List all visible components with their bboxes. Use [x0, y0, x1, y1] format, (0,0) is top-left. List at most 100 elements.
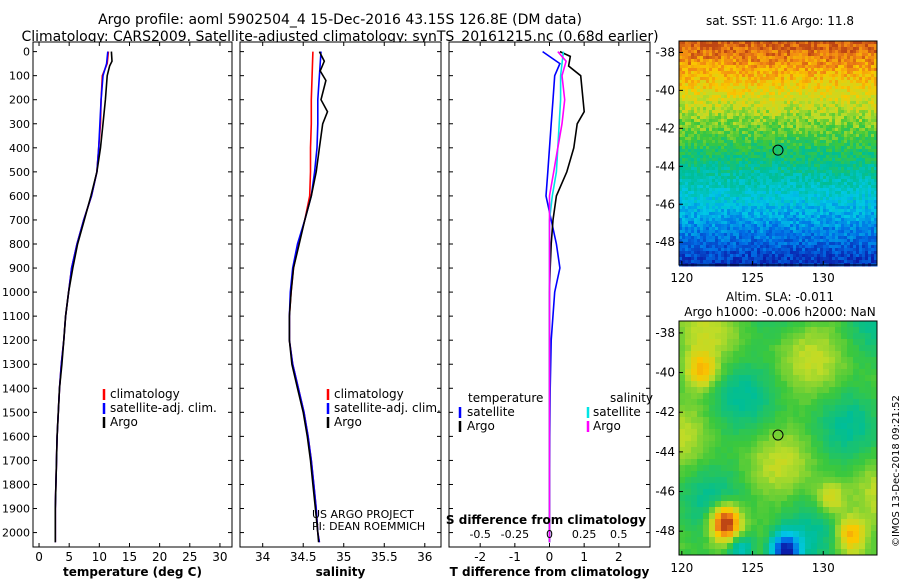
map-cell: [733, 245, 737, 249]
map-cell: [748, 245, 752, 249]
map-cell: [745, 230, 749, 234]
map-cell: [688, 41, 692, 45]
map-cell: [814, 143, 818, 147]
map-cell: [817, 230, 821, 234]
map-cell: [766, 140, 770, 144]
map-cell: [832, 224, 836, 228]
map-cell: [760, 182, 764, 186]
map-cell: [778, 206, 782, 210]
map-cell: [826, 80, 830, 84]
map-cell: [871, 191, 875, 195]
map-cell: [709, 203, 713, 207]
map-cell: [739, 179, 743, 183]
map-cell: [745, 176, 749, 180]
map-cell: [808, 176, 812, 180]
map-cell: [697, 110, 701, 114]
map-cell: [748, 218, 752, 222]
map-cell: [802, 230, 806, 234]
map-cell: [790, 167, 794, 171]
map-cell: [757, 254, 761, 258]
map-cell: [874, 65, 878, 69]
map-cell: [787, 95, 791, 99]
map-cell: [823, 110, 827, 114]
map-cell: [778, 242, 782, 246]
map-cell: [763, 188, 767, 192]
map-cell: [841, 137, 845, 141]
map-cell: [679, 53, 683, 57]
map-cell: [844, 137, 848, 141]
map-cell: [709, 128, 713, 132]
map-cell: [874, 248, 878, 252]
map-cell: [724, 101, 728, 105]
map-cell: [679, 50, 683, 54]
map-cell: [775, 152, 779, 156]
map-cell: [694, 245, 698, 249]
map-cell: [838, 131, 842, 135]
map-cell: [691, 209, 695, 213]
map-cell: [805, 215, 809, 219]
map-cell: [838, 44, 842, 48]
map-cell: [826, 158, 830, 162]
map-cell: [844, 125, 848, 129]
map-cell: [802, 236, 806, 240]
map-cell: [775, 113, 779, 117]
map-cell: [802, 98, 806, 102]
map-cell: [799, 167, 803, 171]
map-cell: [850, 170, 854, 174]
map-cell: [715, 152, 719, 156]
map-cell: [817, 50, 821, 54]
series-line-argo: [548, 51, 567, 543]
map-cell: [763, 149, 767, 153]
map-cell: [730, 74, 734, 78]
map-cell: [874, 221, 878, 225]
map-cell: [829, 233, 833, 237]
map-cell: [745, 107, 749, 111]
map-cell: [802, 74, 806, 78]
map-cell: [856, 143, 860, 147]
map-cell: [829, 104, 833, 108]
map-cell: [730, 116, 734, 120]
map-cell: [700, 65, 704, 69]
map-cell: [799, 77, 803, 81]
map-cell: [802, 59, 806, 63]
map-cell: [697, 104, 701, 108]
map-cell: [847, 218, 851, 222]
map-cell: [727, 71, 731, 75]
map-cell: [700, 140, 704, 144]
map-cell: [700, 59, 704, 63]
map-cell: [691, 113, 695, 117]
map-cell: [709, 47, 713, 51]
map-cell: [826, 245, 830, 249]
map-cell: [799, 107, 803, 111]
map-cell: [784, 197, 788, 201]
map-cell: [838, 167, 842, 171]
map-cell: [697, 200, 701, 204]
map-cell: [787, 215, 791, 219]
map-cell: [700, 254, 704, 258]
map-cell: [685, 176, 689, 180]
map-cell: [790, 173, 794, 177]
map-cell: [754, 212, 758, 216]
map-cell: [691, 71, 695, 75]
map-cell: [874, 167, 878, 171]
map-cell: [796, 50, 800, 54]
map-cell: [796, 227, 800, 231]
map-cell: [814, 92, 818, 96]
map-cell: [871, 53, 875, 57]
map-cell: [760, 152, 764, 156]
map-cell: [760, 200, 764, 204]
map-cell: [733, 146, 737, 150]
map-cell: [766, 101, 770, 105]
map-cell: [763, 164, 767, 168]
map-cell: [784, 209, 788, 213]
map-cell: [691, 242, 695, 246]
map-cell: [682, 215, 686, 219]
map-cell: [853, 125, 857, 129]
map-cell: [754, 176, 758, 180]
map-cell: [841, 212, 845, 216]
map-cell: [838, 89, 842, 93]
map-cell: [787, 242, 791, 246]
map-cell: [685, 140, 689, 144]
map-cell: [745, 92, 749, 96]
map-cell: [730, 41, 734, 45]
